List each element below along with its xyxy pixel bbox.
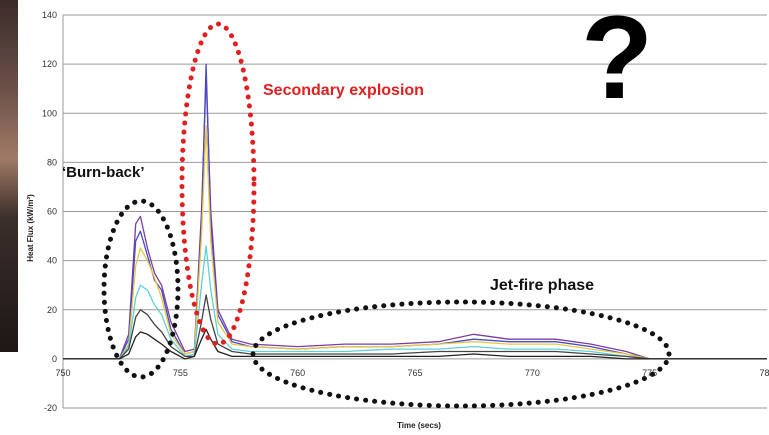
question-mark-label: ? <box>581 0 653 124</box>
burn-back-label: ‘Burn-back’ <box>62 164 145 181</box>
jet-fire-phase-label: Jet-fire phase <box>490 277 594 294</box>
series-layer <box>63 63 767 360</box>
y-tick-label-120: 120 <box>42 59 57 69</box>
y-tick-label-20: 20 <box>47 305 57 315</box>
series-line-2 <box>63 63 767 360</box>
y-tick-label-0: 0 <box>52 354 57 364</box>
y-tick-label-80: 80 <box>47 157 57 167</box>
x-tick-label-755: 755 <box>173 368 188 378</box>
y-axis-title: Heat Flux (kW/m²) <box>26 194 35 262</box>
series-line-1 <box>63 75 767 360</box>
x-tick-label-765: 765 <box>407 368 422 378</box>
y-tick-label--20: -20 <box>44 403 57 413</box>
y-tick-label-40: 40 <box>47 256 57 266</box>
annotation-ellipses <box>101 21 672 409</box>
burn-back-ellipse <box>101 198 181 380</box>
x-tick-label-775: 775 <box>642 368 657 378</box>
series-line-5 <box>63 294 767 360</box>
x-tick-label-750: 750 <box>55 368 70 378</box>
y-tick-label-140: 140 <box>42 10 57 20</box>
x-tick-label-760: 760 <box>290 368 305 378</box>
x-axis-title: Time (secs) <box>397 421 441 430</box>
x-tick-label-780: 780 <box>759 368 769 378</box>
series-line-3 <box>63 124 767 360</box>
secondary-explosion-ellipse <box>179 21 257 347</box>
secondary-explosion-label: Secondary explosion <box>263 82 424 99</box>
jet-fire-phase-ellipse <box>250 299 672 409</box>
y-tick-label-60: 60 <box>47 207 57 217</box>
background-photo-strip <box>0 0 18 352</box>
y-tick-label-100: 100 <box>42 108 57 118</box>
series-line-4 <box>63 245 767 360</box>
x-tick-label-770: 770 <box>525 368 540 378</box>
axis-layer: -20 0 20 40 60 80 100 120 140 750 755 760 765 770 775 7… <box>42 10 769 413</box>
grid-layer <box>63 14 767 409</box>
